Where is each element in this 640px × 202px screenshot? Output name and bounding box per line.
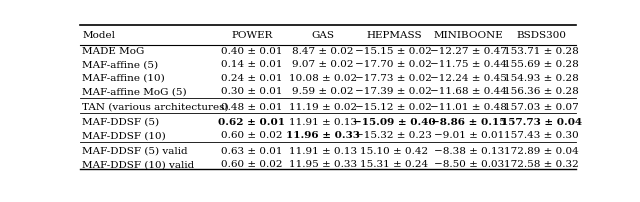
Text: 9.59 ± 0.02: 9.59 ± 0.02 (292, 87, 353, 96)
Text: −15.32 ± 0.23: −15.32 ± 0.23 (355, 131, 432, 140)
Text: 172.58 ± 0.32: 172.58 ± 0.32 (504, 159, 579, 168)
Text: 9.07 ± 0.02: 9.07 ± 0.02 (292, 60, 353, 69)
Text: −17.39 ± 0.02: −17.39 ± 0.02 (355, 87, 432, 96)
Text: 11.96 ± 0.33: 11.96 ± 0.33 (286, 131, 360, 140)
Text: MAF-DDSF (10) valid: MAF-DDSF (10) valid (83, 159, 195, 168)
Text: 0.62 ± 0.01: 0.62 ± 0.01 (218, 117, 285, 126)
Text: TAN (various architectures): TAN (various architectures) (83, 102, 229, 111)
Text: 8.47 ± 0.02: 8.47 ± 0.02 (292, 47, 353, 56)
Text: 15.31 ± 0.24: 15.31 ± 0.24 (360, 159, 428, 168)
Text: MAF-affine MoG (5): MAF-affine MoG (5) (83, 87, 187, 96)
Text: Model: Model (83, 31, 115, 40)
Text: −8.86 ± 0.15: −8.86 ± 0.15 (431, 117, 506, 126)
Text: POWER: POWER (231, 31, 273, 40)
Text: 0.60 ± 0.02: 0.60 ± 0.02 (221, 159, 282, 168)
Text: GAS: GAS (311, 31, 334, 40)
Text: 172.89 ± 0.04: 172.89 ± 0.04 (504, 146, 579, 155)
Text: −12.27 ± 0.47: −12.27 ± 0.47 (430, 47, 508, 56)
Text: 15.10 ± 0.42: 15.10 ± 0.42 (360, 146, 428, 155)
Text: 0.24 ± 0.01: 0.24 ± 0.01 (221, 73, 282, 82)
Text: MINIBOONE: MINIBOONE (434, 31, 504, 40)
Text: MAF-DDSF (10): MAF-DDSF (10) (83, 131, 166, 140)
Text: −11.68 ± 0.44: −11.68 ± 0.44 (430, 87, 508, 96)
Text: −17.73 ± 0.02: −17.73 ± 0.02 (355, 73, 432, 82)
Text: −8.38 ± 0.13: −8.38 ± 0.13 (434, 146, 504, 155)
Text: HEPMASS: HEPMASS (366, 31, 422, 40)
Text: 154.93 ± 0.28: 154.93 ± 0.28 (504, 73, 579, 82)
Text: 157.03 ± 0.07: 157.03 ± 0.07 (504, 102, 579, 111)
Text: 11.91 ± 0.13: 11.91 ± 0.13 (289, 146, 357, 155)
Text: 157.43 ± 0.30: 157.43 ± 0.30 (504, 131, 579, 140)
Text: MAF-affine (10): MAF-affine (10) (83, 73, 165, 82)
Text: MAF-affine (5): MAF-affine (5) (83, 60, 159, 69)
Text: −11.01 ± 0.48: −11.01 ± 0.48 (430, 102, 508, 111)
Text: 155.69 ± 0.28: 155.69 ± 0.28 (504, 60, 579, 69)
Text: −9.01 ± 0.01: −9.01 ± 0.01 (434, 131, 504, 140)
Text: 0.40 ± 0.01: 0.40 ± 0.01 (221, 47, 282, 56)
Text: 0.14 ± 0.01: 0.14 ± 0.01 (221, 60, 282, 69)
Text: −12.24 ± 0.45: −12.24 ± 0.45 (430, 73, 508, 82)
Text: 157.73 ± 0.04: 157.73 ± 0.04 (500, 117, 582, 126)
Text: −17.70 ± 0.02: −17.70 ± 0.02 (355, 60, 432, 69)
Text: BSDS300: BSDS300 (516, 31, 566, 40)
Text: 0.63 ± 0.01: 0.63 ± 0.01 (221, 146, 282, 155)
Text: MAF-DDSF (5): MAF-DDSF (5) (83, 117, 159, 126)
Text: 11.91 ± 0.13: 11.91 ± 0.13 (289, 117, 357, 126)
Text: MAF-DDSF (5) valid: MAF-DDSF (5) valid (83, 146, 188, 155)
Text: 156.36 ± 0.28: 156.36 ± 0.28 (504, 87, 579, 96)
Text: 153.71 ± 0.28: 153.71 ± 0.28 (504, 47, 579, 56)
Text: 0.48 ± 0.01: 0.48 ± 0.01 (221, 102, 282, 111)
Text: 11.19 ± 0.02: 11.19 ± 0.02 (289, 102, 357, 111)
Text: −15.12 ± 0.02: −15.12 ± 0.02 (355, 102, 432, 111)
Text: −11.75 ± 0.44: −11.75 ± 0.44 (430, 60, 508, 69)
Text: −8.50 ± 0.03: −8.50 ± 0.03 (434, 159, 504, 168)
Text: 0.30 ± 0.01: 0.30 ± 0.01 (221, 87, 282, 96)
Text: MADE MoG: MADE MoG (83, 47, 145, 56)
Text: 10.08 ± 0.02: 10.08 ± 0.02 (289, 73, 357, 82)
Text: −15.15 ± 0.02: −15.15 ± 0.02 (355, 47, 432, 56)
Text: −15.09 ± 0.40: −15.09 ± 0.40 (353, 117, 435, 126)
Text: 11.95 ± 0.33: 11.95 ± 0.33 (289, 159, 357, 168)
Text: 0.60 ± 0.02: 0.60 ± 0.02 (221, 131, 282, 140)
